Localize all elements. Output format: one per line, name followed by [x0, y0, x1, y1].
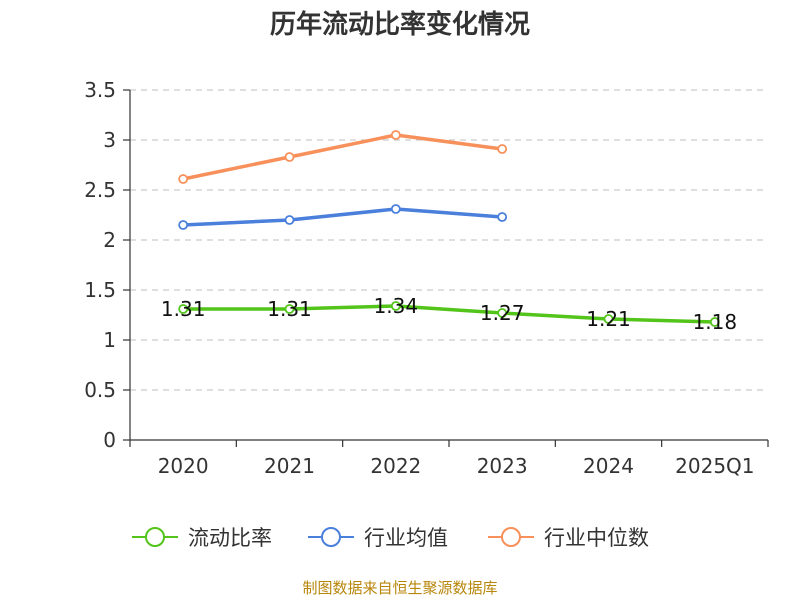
x-tick-label: 2025Q1	[675, 454, 754, 478]
data-point	[284, 152, 295, 162]
legend-marker	[321, 527, 341, 547]
y-tick-label: 3.5	[84, 78, 116, 102]
data-point	[284, 304, 295, 314]
legend-marker	[501, 527, 521, 547]
data-label: 1.18	[693, 310, 738, 334]
chart-title: 历年流动比率变化情况	[269, 10, 530, 40]
legend-label: 行业中位数	[544, 526, 649, 550]
data-point	[497, 212, 508, 222]
data-point	[178, 174, 189, 184]
series-line-1	[183, 207, 503, 227]
y-tick-label: 2	[103, 228, 116, 252]
data-label: 1.34	[374, 294, 419, 318]
x-tick-label: 2020	[158, 454, 209, 478]
grid-lines	[130, 89, 768, 391]
data-point	[390, 204, 401, 214]
data-point	[390, 130, 401, 140]
y-tick-label: 0.5	[84, 378, 116, 402]
y-tick-label: 1.5	[84, 278, 116, 302]
data-point	[284, 215, 295, 225]
data-label: 1.31	[267, 297, 312, 321]
y-tick-label: 2.5	[84, 178, 116, 202]
data-point	[709, 317, 720, 327]
series-line-0	[183, 304, 715, 324]
series-line-2	[182, 133, 503, 181]
y-tick-label: 0	[103, 428, 116, 452]
legend-label: 流动比率	[188, 526, 272, 550]
data-point	[497, 144, 508, 154]
data-label: 1.21	[586, 307, 631, 331]
legend-marker	[145, 527, 165, 547]
data-labels: 1.31 1.31 1.34 1.27 1.21 1.18	[161, 294, 737, 334]
legend-label: 行业均值	[364, 526, 448, 550]
legend: 流动比率 行业均值 行业中位数	[132, 526, 649, 550]
y-tick-label: 3	[103, 128, 116, 152]
data-point	[178, 304, 189, 314]
data-point	[603, 314, 614, 324]
x-tick-label: 2023	[477, 454, 528, 478]
data-label: 1.27	[480, 301, 525, 325]
source-note: 制图数据来自恒生聚源数据库	[302, 579, 498, 597]
data-label: 1.31	[161, 297, 206, 321]
data-point	[390, 301, 401, 311]
x-tick-label: 2024	[583, 454, 634, 478]
axes: 0 0.5 1 1.5 2 2.5 3 3.5 2020 2021 2022 2023 2024 2025…	[84, 78, 769, 478]
data-point	[178, 220, 189, 230]
y-tick-label: 1	[103, 328, 116, 352]
x-tick-label: 2022	[370, 454, 421, 478]
data-point	[497, 308, 508, 318]
series-layer	[178, 130, 720, 327]
x-tick-label: 2021	[264, 454, 315, 478]
